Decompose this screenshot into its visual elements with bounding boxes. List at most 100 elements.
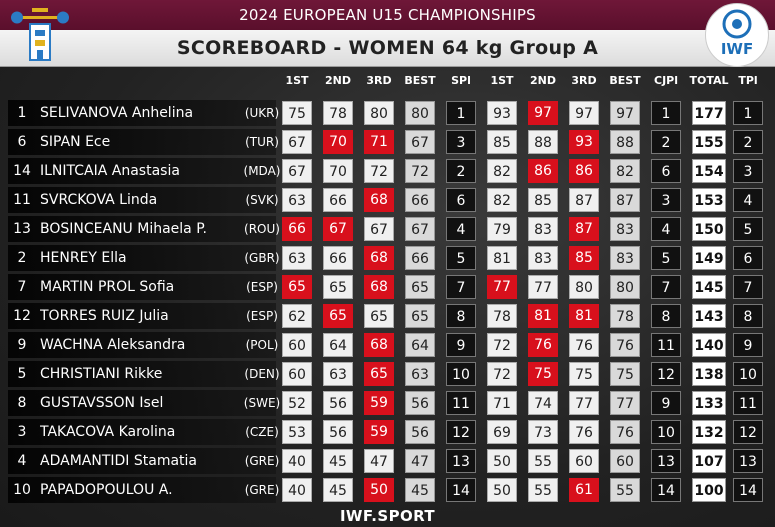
page-title: SCOREBOARD - WOMEN 64 kg Group A: [176, 37, 599, 59]
column-header: 3RD: [366, 74, 392, 87]
cj-attempt-3: 80: [569, 275, 599, 299]
athlete-row: 9 WACHNA Aleksandra (POL) 60 64 68 64 9 72 76 76 76…: [8, 332, 768, 358]
lot-number: 6: [17, 134, 27, 150]
nation-code: (ESP): [246, 309, 278, 323]
column-header: BEST: [609, 74, 641, 87]
snatch-attempt-1: 66: [282, 217, 312, 241]
cj-attempt-1: 82: [487, 159, 517, 183]
athlete-name: TORRES RUIZ Julia: [40, 308, 169, 324]
cj-attempt-2: 97: [528, 101, 558, 125]
cj-attempt-3: 77: [569, 391, 599, 415]
athlete-row-background: [8, 100, 276, 126]
nation-code: (GRE): [244, 483, 280, 497]
cj-attempt-2: 81: [528, 304, 558, 328]
cj-attempt-3: 93: [569, 130, 599, 154]
cj-best: 97: [610, 101, 640, 125]
total-result: 138: [692, 362, 726, 386]
cj-attempt-1: 72: [487, 333, 517, 357]
snatch-place: 4: [446, 217, 476, 241]
snatch-best: 67: [405, 217, 435, 241]
snatch-best: 65: [405, 304, 435, 328]
total-place: 2: [733, 130, 763, 154]
nation-code: (ROU): [244, 222, 280, 236]
cj-place: 12: [651, 362, 681, 386]
snatch-attempt-2: 56: [323, 420, 353, 444]
cj-place: 8: [651, 304, 681, 328]
athlete-row: 7 MARTIN PROL Sofia (ESP) 65 65 68 65 7 77 77 80 80…: [8, 274, 768, 300]
cj-attempt-1: 69: [487, 420, 517, 444]
athlete-row-background: [8, 448, 276, 474]
cj-attempt-1: 81: [487, 246, 517, 270]
cj-place: 6: [651, 159, 681, 183]
column-header: 2ND: [325, 74, 351, 87]
total-result: 149: [692, 246, 726, 270]
total-place: 8: [733, 304, 763, 328]
cj-attempt-2: 85: [528, 188, 558, 212]
snatch-best: 66: [405, 188, 435, 212]
cj-attempt-1: 50: [487, 478, 517, 502]
snatch-attempt-3: 68: [364, 246, 394, 270]
cj-attempt-1: 85: [487, 130, 517, 154]
snatch-attempt-1: 60: [282, 362, 312, 386]
cj-attempt-2: 74: [528, 391, 558, 415]
nation-code: (DEN): [244, 367, 280, 381]
column-header: TPl: [738, 74, 758, 87]
athlete-row: 10 PAPADOPOULOU A. (GRE) 40 45 50 45 14 50 55 61 55…: [8, 477, 768, 503]
total-result: 140: [692, 333, 726, 357]
snatch-attempt-2: 45: [323, 478, 353, 502]
total-result: 132: [692, 420, 726, 444]
cj-best: 82: [610, 159, 640, 183]
total-result: 153: [692, 188, 726, 212]
cj-attempt-2: 88: [528, 130, 558, 154]
athlete-row: 2 HENREY Ella (GBR) 63 66 68 66 5 81 83 85 83 5 149 6: [8, 245, 768, 271]
total-result: 150: [692, 217, 726, 241]
lot-number: 14: [13, 163, 31, 179]
cj-attempt-3: 97: [569, 101, 599, 125]
cj-place: 5: [651, 246, 681, 270]
cj-attempt-2: 86: [528, 159, 558, 183]
cj-best: 55: [610, 478, 640, 502]
total-place: 13: [733, 449, 763, 473]
cj-attempt-2: 55: [528, 449, 558, 473]
cj-attempt-1: 50: [487, 449, 517, 473]
cj-place: 2: [651, 130, 681, 154]
nation-code: (TUR): [245, 135, 279, 149]
snatch-attempt-2: 66: [323, 188, 353, 212]
total-result: 143: [692, 304, 726, 328]
snatch-attempt-2: 56: [323, 391, 353, 415]
athlete-row: 12 TORRES RUIZ Julia (ESP) 62 65 65 65 8 78 81 81 7…: [8, 303, 768, 329]
snatch-attempt-2: 70: [323, 159, 353, 183]
total-result: 154: [692, 159, 726, 183]
snatch-attempt-3: 59: [364, 420, 394, 444]
athlete-name: TAKACOVA Karolina: [40, 424, 176, 440]
athlete-row: 13 BOSINCEANU Mihaela P. (ROU) 66 67 67 67 4 79 8…: [8, 216, 768, 242]
athlete-row-background: [8, 361, 276, 387]
snatch-best: 66: [405, 246, 435, 270]
snatch-attempt-2: 64: [323, 333, 353, 357]
athlete-row: 6 SIPAN Ece (TUR) 67 70 71 67 3 85 88 93 88 2 155 2: [8, 129, 768, 155]
snatch-place: 8: [446, 304, 476, 328]
snatch-attempt-1: 40: [282, 478, 312, 502]
lot-number: 9: [17, 337, 27, 353]
snatch-attempt-2: 70: [323, 130, 353, 154]
total-place: 14: [733, 478, 763, 502]
cj-place: 3: [651, 188, 681, 212]
cj-place: 9: [651, 391, 681, 415]
nation-code: (POL): [245, 338, 279, 352]
nation-code: (GRE): [244, 454, 280, 468]
athlete-name: GUSTAVSSON Isel: [40, 395, 164, 411]
column-header: 1ST: [285, 74, 309, 87]
snatch-best: 80: [405, 101, 435, 125]
nation-code: (MDA): [243, 164, 281, 178]
snatch-attempt-2: 66: [323, 246, 353, 270]
cj-place: 7: [651, 275, 681, 299]
cj-best: 76: [610, 420, 640, 444]
snatch-place: 1: [446, 101, 476, 125]
athlete-name: BOSINCEANU Mihaela P.: [40, 221, 207, 237]
cj-attempt-1: 78: [487, 304, 517, 328]
athlete-name: CHRISTIANI Rikke: [40, 366, 163, 382]
athlete-row: 1 SELIVANOVA Anhelina (UKR) 75 78 80 80 1 93 97 97…: [8, 100, 768, 126]
snatch-attempt-1: 52: [282, 391, 312, 415]
athlete-name: MARTIN PROL Sofia: [40, 279, 175, 295]
cj-place: 1: [651, 101, 681, 125]
